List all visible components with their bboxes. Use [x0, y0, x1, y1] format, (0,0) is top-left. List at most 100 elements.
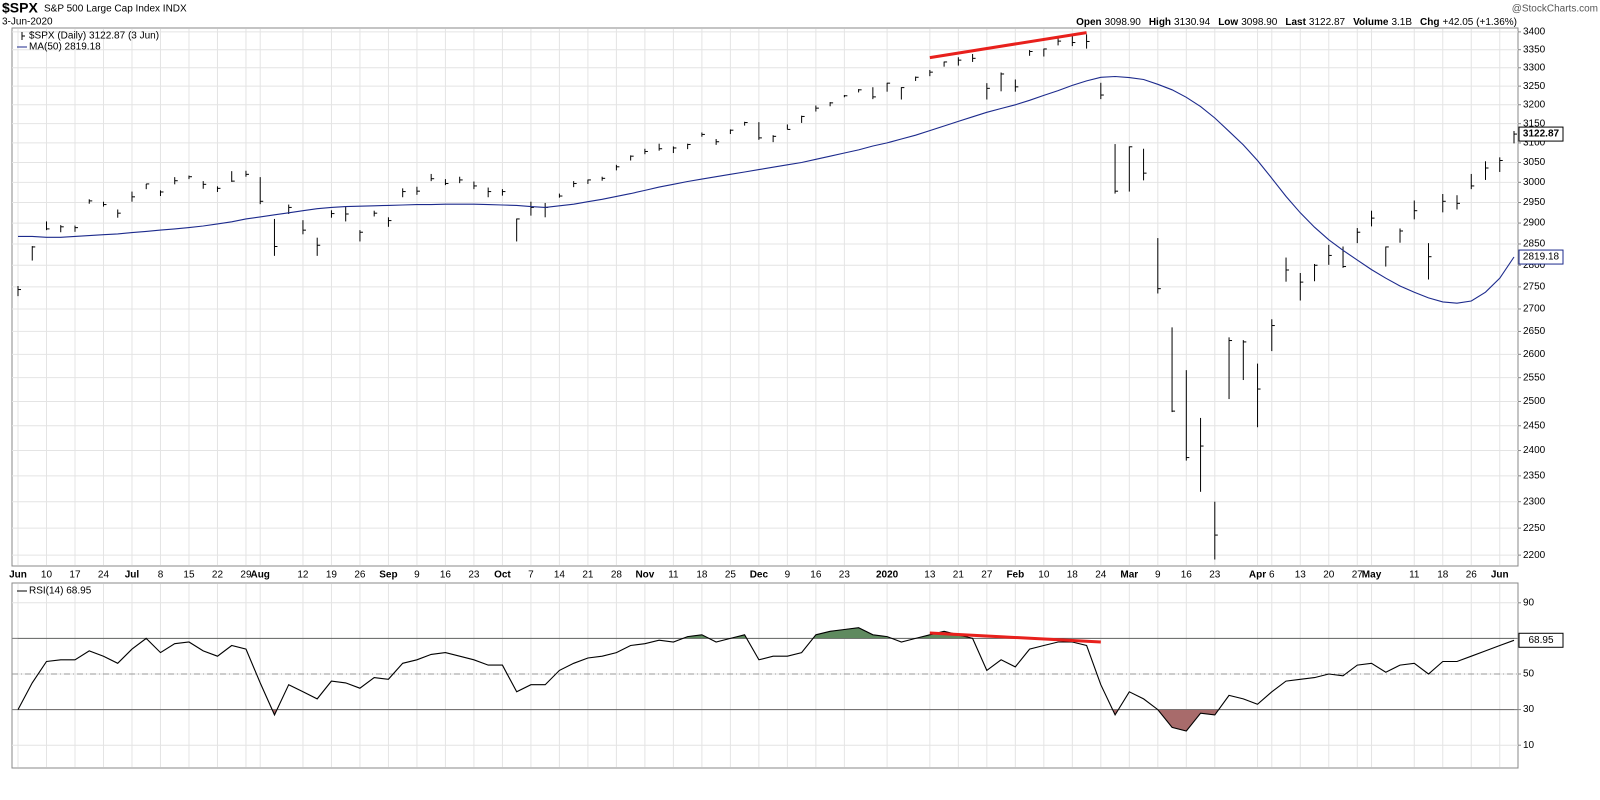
x-tick-label: 27 — [981, 570, 993, 581]
x-tick-label: 16 — [440, 570, 452, 581]
x-tick-label: 24 — [98, 570, 110, 581]
x-tick-label: 20 — [1323, 570, 1335, 581]
quote-label: Last — [1285, 17, 1306, 28]
quote-label: Chg — [1420, 17, 1439, 28]
y-tick-label: 2550 — [1523, 372, 1546, 383]
x-tick-label: 16 — [810, 570, 822, 581]
y-tick-label: 2700 — [1523, 304, 1546, 315]
last-value-label: 3122.87 — [1523, 129, 1560, 140]
y-tick-label: 2350 — [1523, 470, 1546, 481]
y-tick-label: 3300 — [1523, 62, 1546, 73]
y-tick-label: 2500 — [1523, 396, 1546, 407]
index-name: S&P 500 Large Cap Index INDX — [44, 4, 187, 15]
trendline — [929, 31, 1087, 60]
x-tick-label: 9 — [785, 570, 791, 581]
y-tick-label: 2900 — [1523, 218, 1546, 229]
x-tick-label: 28 — [611, 570, 623, 581]
x-tick-label: Nov — [635, 570, 654, 581]
quote-label: High — [1149, 17, 1171, 28]
y-tick-label: 3100 — [1523, 138, 1546, 149]
quote-value: 3098.90 — [1105, 17, 1142, 28]
x-tick-label: 15 — [183, 570, 195, 581]
source: @StockCharts.com — [1512, 4, 1598, 15]
trendline — [929, 631, 1101, 644]
rsi-zone-fill — [17, 709, 1515, 732]
quote-line: Open 3098.90 High 3130.94 Low 3098.90 Last 3122… — [1076, 17, 1517, 28]
y-tick-label: 3150 — [1523, 118, 1546, 129]
y-tick-label: 2750 — [1523, 282, 1546, 293]
y-tick-label: 10 — [1523, 740, 1535, 751]
x-tick-label: 26 — [354, 570, 366, 581]
symbol: $SPX — [2, 0, 38, 16]
x-tick-label: 14 — [554, 570, 566, 581]
x-tick-label: May — [1362, 570, 1382, 581]
quote-label: Open — [1076, 17, 1102, 28]
y-tick-label: 2850 — [1523, 239, 1546, 250]
x-tick-label: 21 — [953, 570, 965, 581]
y-tick-label: 3350 — [1523, 44, 1546, 55]
y-tick-label: 2650 — [1523, 326, 1546, 337]
last-value-tag — [1518, 126, 1564, 142]
x-tick-label: 27 — [1352, 570, 1364, 581]
y-tick-label: 2800 — [1523, 260, 1546, 271]
x-tick-label: Jun — [1491, 570, 1509, 581]
rsi-zone-fill — [17, 627, 1515, 639]
rsi-panel-frame — [11, 582, 1519, 769]
x-tick-label: 8 — [158, 570, 164, 581]
indicator-line — [17, 627, 1515, 732]
legend-label: MA(50) 2819.18 — [29, 42, 101, 53]
y-tick-label: 2400 — [1523, 445, 1546, 456]
x-tick-label: Jun — [9, 570, 27, 581]
x-tick-label: 24 — [1095, 570, 1107, 581]
price-panel-frame — [11, 27, 1519, 567]
x-tick-label: 12 — [297, 570, 309, 581]
y-tick-label: 3250 — [1523, 81, 1546, 92]
x-tick-label: 11 — [1409, 570, 1420, 581]
quote-value: +42.05 (+1.36%) — [1443, 17, 1518, 28]
quote-value: 3130.94 — [1174, 17, 1211, 28]
x-tick-label: 13 — [1295, 570, 1307, 581]
x-tick-label: 17 — [69, 570, 81, 581]
x-tick-label: 6 — [1269, 570, 1275, 581]
x-tick-label: 7 — [528, 570, 534, 581]
last-value-tag — [1518, 632, 1564, 648]
y-tick-label: 3200 — [1523, 99, 1546, 110]
x-tick-label: 16 — [1181, 570, 1193, 581]
x-tick-label: 29 — [240, 570, 252, 581]
legend-label: $SPX (Daily) 3122.87 (3 Jun) — [29, 31, 159, 42]
quote-label: Low — [1218, 17, 1238, 28]
moving-average-line — [18, 75, 1515, 304]
y-tick-label: 3050 — [1523, 157, 1546, 168]
y-tick-label: 2300 — [1523, 496, 1546, 507]
x-tick-label: Mar — [1120, 570, 1138, 581]
y-tick-label: 30 — [1523, 704, 1535, 715]
x-tick-label: 11 — [668, 570, 679, 581]
quote-value: 3.1B — [1391, 17, 1412, 28]
x-tick-label: 10 — [1038, 570, 1050, 581]
x-tick-label: 23 — [1209, 570, 1221, 581]
x-tick-label: Dec — [750, 570, 769, 581]
x-tick-label: Apr — [1249, 570, 1266, 581]
x-tick-label: 18 — [1067, 570, 1079, 581]
last-value-tag — [1518, 249, 1564, 265]
last-value-label: 68.95 — [1528, 635, 1553, 646]
x-tick-label: 21 — [582, 570, 594, 581]
x-tick-label: Sep — [379, 570, 397, 581]
x-tick-label: 19 — [326, 570, 338, 581]
quote-value: 3098.90 — [1241, 17, 1278, 28]
x-tick-label: 9 — [1155, 570, 1161, 581]
x-tick-label: 26 — [1466, 570, 1478, 581]
x-tick-label: 23 — [468, 570, 480, 581]
x-tick-label: 9 — [414, 570, 420, 581]
x-tick-label: 18 — [696, 570, 708, 581]
quote-value: 3122.87 — [1309, 17, 1346, 28]
x-tick-label: Oct — [494, 570, 511, 581]
y-tick-label: 3000 — [1523, 177, 1546, 188]
y-tick-label: 2600 — [1523, 349, 1546, 360]
y-tick-label: 3400 — [1523, 27, 1546, 38]
y-tick-label: 90 — [1523, 597, 1535, 608]
legend-label: RSI(14) 68.95 — [29, 586, 92, 597]
x-tick-label: 22 — [212, 570, 224, 581]
